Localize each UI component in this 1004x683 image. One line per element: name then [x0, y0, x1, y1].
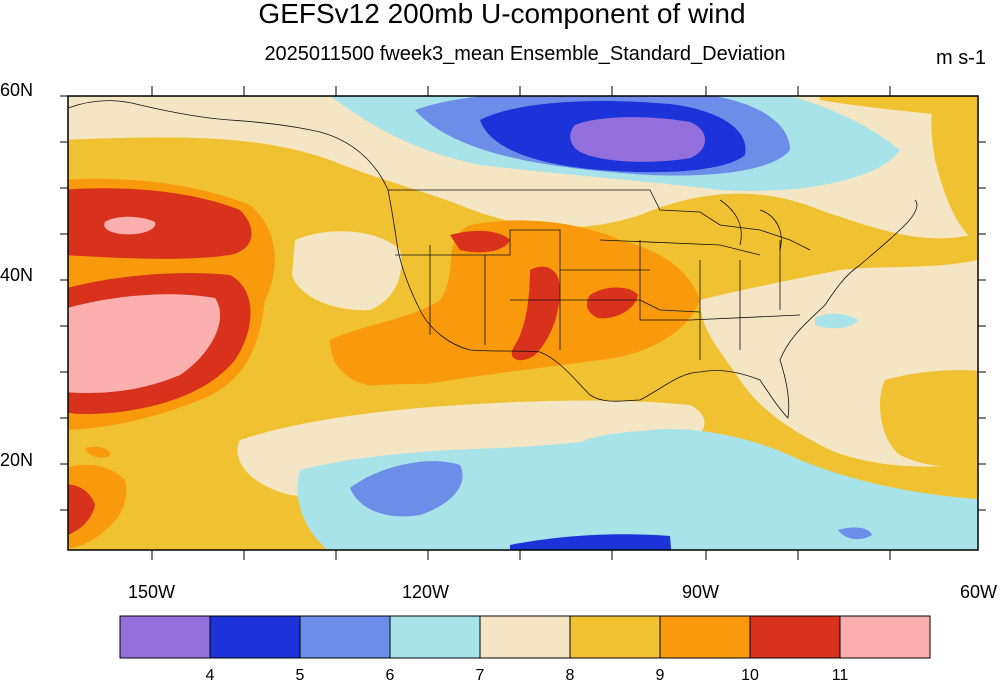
contour-gt11-small [104, 216, 156, 235]
colorbar-label: 6 [386, 667, 395, 683]
contour-10-11-central-north [450, 230, 510, 253]
contour-9-10-hawaii [85, 446, 111, 458]
contour-8-9-top-right [820, 96, 978, 119]
colorbar-label: 8 [566, 667, 575, 683]
colorbar-swatch [209, 615, 301, 659]
contour-8-9-northeast [931, 96, 978, 244]
contour-lt4-north [570, 117, 705, 162]
colorbar-swatch [569, 615, 661, 659]
colorbar-label: 9 [656, 667, 665, 683]
lon-label-60w: 60W [960, 582, 998, 602]
colorbar-swatch [299, 615, 391, 659]
contour-10-11-southcentral [586, 287, 638, 319]
colorbar-swatch [659, 615, 751, 659]
contour-7-8-westcoast [292, 231, 402, 311]
colorbar-label: 10 [741, 667, 759, 683]
colorbar: 4 5 6 7 8 9 10 11 [119, 615, 931, 683]
contour-gt11-west [68, 294, 220, 393]
contour-6-7-coast [815, 313, 858, 329]
map-subtitle: 2025011500 fweek3_mean Ensemble_Standard… [264, 43, 786, 65]
colorbar-swatch [749, 615, 841, 659]
contour-10-11-southwest [68, 484, 95, 535]
contour-4-5-south [510, 534, 672, 550]
plot-frame [67, 95, 979, 551]
axis-ticks [60, 86, 986, 560]
units-label: m s-1 [936, 47, 986, 69]
contour-8-9-atlantic [880, 370, 978, 467]
contour-9-10-southwest [68, 464, 127, 549]
lat-label-40n: 40N [0, 265, 34, 285]
colorbar-swatch [839, 615, 931, 659]
colorbar-label: 4 [206, 667, 215, 683]
contour-10-11-central [511, 266, 560, 361]
colorbar-swatch [119, 615, 211, 659]
map-title: GEFSv12 200mb U-component of wind [258, 0, 746, 29]
lon-label-90w: 90W [682, 582, 720, 602]
colorbar-label: 5 [296, 667, 305, 683]
contour-10-11-west-north [68, 188, 252, 259]
lat-label-20n: 20N [0, 450, 34, 470]
colorbar-swatch [389, 615, 481, 659]
lon-label-150w: 150W [128, 582, 176, 602]
contour-5-6-southeast [838, 527, 872, 540]
colorbar-label: 7 [476, 667, 485, 683]
contour-5-6-south [350, 461, 463, 517]
contour-6-7-gulf [585, 430, 690, 455]
colorbar-swatch [479, 615, 571, 659]
lat-label-60n: 60N [0, 80, 34, 100]
contour-6-7-south [297, 429, 978, 550]
lon-label-120w: 120W [402, 582, 450, 602]
colorbar-label: 11 [832, 667, 849, 683]
contour-9-10-central [330, 220, 700, 388]
coastlines [68, 100, 918, 419]
contour-field [68, 96, 978, 550]
contour-8-9-north [68, 150, 430, 255]
